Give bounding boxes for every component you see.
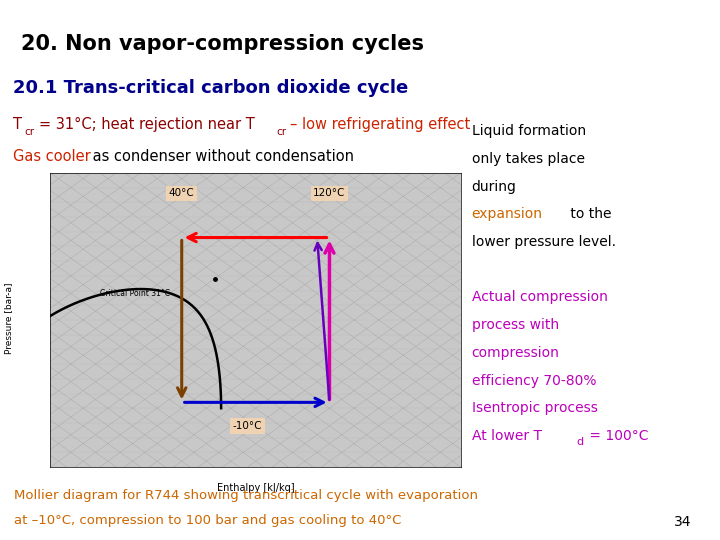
Text: T: T — [13, 117, 22, 132]
Text: 34: 34 — [674, 515, 691, 529]
Text: Enthalpy [kJ/kq]: Enthalpy [kJ/kq] — [217, 483, 294, 493]
Text: process with: process with — [472, 318, 559, 332]
Text: d: d — [577, 437, 584, 447]
Text: cr: cr — [276, 127, 287, 137]
Text: efficiency 70-80%: efficiency 70-80% — [472, 374, 596, 388]
Text: 20. Non vapor-compression cycles: 20. Non vapor-compression cycles — [22, 35, 424, 55]
Text: 40°C: 40°C — [169, 188, 194, 198]
Text: as condenser without condensation: as condenser without condensation — [89, 148, 354, 164]
Text: = 31°C; heat rejection near T: = 31°C; heat rejection near T — [40, 117, 255, 132]
Text: -10°C: -10°C — [233, 421, 262, 431]
Text: Critical Point 31°C: Critical Point 31°C — [99, 289, 170, 299]
Text: Actual compression: Actual compression — [472, 291, 608, 305]
Text: – low refrigerating effect: – low refrigerating effect — [290, 117, 470, 132]
Text: Liquid formation: Liquid formation — [472, 124, 586, 138]
Text: Isentropic process: Isentropic process — [472, 401, 598, 415]
Text: at –10°C, compression to 100 bar and gas cooling to 40°C: at –10°C, compression to 100 bar and gas… — [14, 514, 402, 527]
Text: Pressure [bar-a]: Pressure [bar-a] — [4, 283, 13, 354]
Text: Mollier diagram for R744 showing transcritical cycle with evaporation: Mollier diagram for R744 showing transcr… — [14, 489, 478, 502]
Text: lower pressure level.: lower pressure level. — [472, 235, 616, 249]
Text: = 100°C: = 100°C — [585, 429, 649, 443]
Text: during: during — [472, 180, 516, 194]
Text: cr: cr — [24, 127, 34, 137]
Text: 120°C: 120°C — [313, 188, 346, 198]
Text: expansion: expansion — [472, 207, 543, 221]
Text: compression: compression — [472, 346, 559, 360]
Text: only takes place: only takes place — [472, 152, 585, 166]
Text: to the: to the — [566, 207, 611, 221]
Text: At lower T: At lower T — [472, 429, 541, 443]
Text: Gas cooler: Gas cooler — [13, 148, 91, 164]
Text: 20.1 Trans-critical carbon dioxide cycle: 20.1 Trans-critical carbon dioxide cycle — [13, 79, 408, 97]
